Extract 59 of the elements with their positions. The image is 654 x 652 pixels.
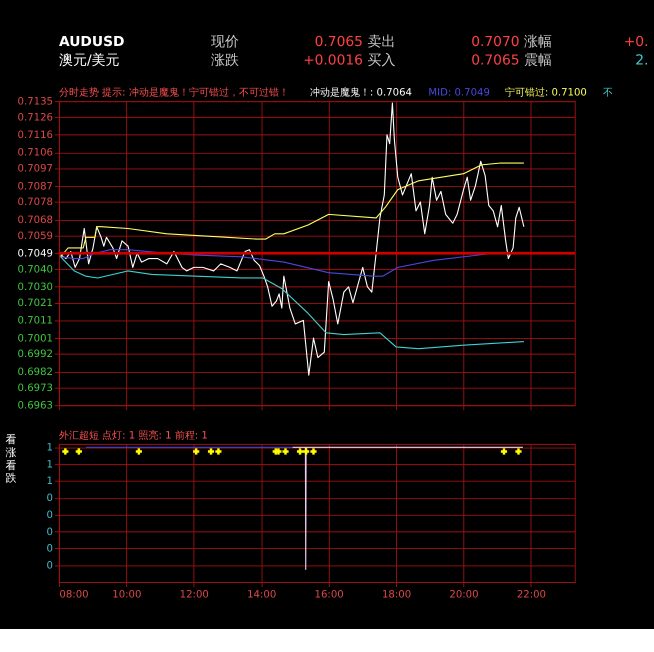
y-tick-label: 0.7049 <box>18 248 53 260</box>
text: 0.7065 <box>314 34 363 50</box>
y-tick-label: 0.7030 <box>18 282 53 294</box>
y-tick-label: 0.7097 <box>18 164 53 175</box>
text: 震幅 <box>524 52 552 68</box>
y-tick-label: 0.7059 <box>18 230 53 242</box>
y-tick-label: 0 <box>46 560 53 572</box>
y-tick-label: 0 <box>46 544 53 555</box>
text: AUDUSD <box>58 34 124 50</box>
x-tick-label: 18:00 <box>382 589 412 600</box>
y-tick-label: 1 <box>46 442 53 454</box>
line-series <box>60 162 524 258</box>
y-tick-label: 0.6963 <box>18 400 53 412</box>
x-tick-label: 22:00 <box>516 589 546 600</box>
y-tick-label: 0.7106 <box>18 148 53 159</box>
chart-subtitle: 外汇超短 点灯: 1 照亮: 1 前程: 1 <box>58 429 208 442</box>
x-tick-label: 08:00 <box>59 589 89 600</box>
x-tick-label: 10:00 <box>112 589 142 600</box>
text: +0. <box>624 34 648 50</box>
text: 现价 <box>210 34 239 50</box>
y-tick-label: 0 <box>46 493 53 504</box>
x-tick-label: 16:00 <box>314 589 344 600</box>
text: 0.7070 <box>471 34 520 50</box>
text: 宁可错过: 0.7100 <box>504 86 587 99</box>
x-tick-label: 14:00 <box>247 589 276 600</box>
text: 涨幅 <box>524 34 552 50</box>
line-series <box>60 102 524 376</box>
y-tick-label: 0.6992 <box>18 349 53 360</box>
y-tick-label: 0.7078 <box>18 197 53 208</box>
x-tick-label: 12:00 <box>180 589 209 600</box>
text: 0.7065 <box>471 52 520 68</box>
text: 2. <box>635 52 648 68</box>
y-tick-label: 1 <box>46 476 53 488</box>
text: 看涨看跌 <box>6 432 17 485</box>
y-tick-label: 1 <box>46 459 53 470</box>
y-tick-label: 0.7068 <box>18 214 53 226</box>
text: 澳元/美元 <box>58 52 120 68</box>
text: 卖出 <box>368 34 396 50</box>
y-tick-label: 0.7021 <box>18 298 53 309</box>
y-tick-label: 0.7040 <box>18 264 53 276</box>
text: 涨跌 <box>210 52 239 68</box>
y-tick-label: 0 <box>46 526 53 538</box>
text: +0.0016 <box>303 52 363 68</box>
y-tick-label: 0.7116 <box>18 130 53 142</box>
y-tick-label: 0.7126 <box>18 112 53 124</box>
text: 冲动是魔鬼！: 0.7064 <box>310 86 412 99</box>
y-tick-label: 0 <box>46 510 53 521</box>
text: 不 <box>602 88 613 99</box>
text: MID: 0.7049 <box>428 88 490 99</box>
y-tick-label: 0.6973 <box>18 382 53 394</box>
y-tick-label: 0.7135 <box>18 96 53 108</box>
y-tick-label: 0.6982 <box>18 366 53 378</box>
chart-subtitle: 分时走势 提示: 冲动是魔鬼！宁可错过，不可过错！ <box>58 86 289 99</box>
line-series <box>60 256 524 350</box>
y-tick-label: 0.7001 <box>18 333 53 344</box>
y-tick-label: 0.7011 <box>18 316 53 327</box>
x-tick-label: 20:00 <box>449 589 479 600</box>
y-tick-label: 0.7087 <box>18 181 53 192</box>
text: 买入 <box>368 52 396 68</box>
